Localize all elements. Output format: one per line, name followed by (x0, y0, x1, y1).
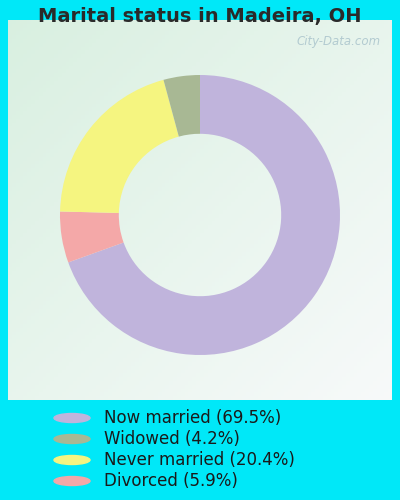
Text: Marital status in Madeira, OH: Marital status in Madeira, OH (38, 7, 362, 26)
Wedge shape (68, 75, 340, 355)
Text: Divorced (5.9%): Divorced (5.9%) (104, 472, 238, 490)
Text: Widowed (4.2%): Widowed (4.2%) (104, 430, 240, 448)
Wedge shape (60, 212, 124, 262)
Circle shape (54, 414, 90, 422)
Circle shape (54, 434, 90, 444)
Wedge shape (60, 80, 179, 213)
Text: Now married (69.5%): Now married (69.5%) (104, 409, 281, 427)
Text: Never married (20.4%): Never married (20.4%) (104, 451, 295, 469)
Circle shape (54, 456, 90, 464)
Wedge shape (164, 75, 200, 136)
Text: City-Data.com: City-Data.com (296, 35, 380, 48)
Circle shape (54, 476, 90, 486)
